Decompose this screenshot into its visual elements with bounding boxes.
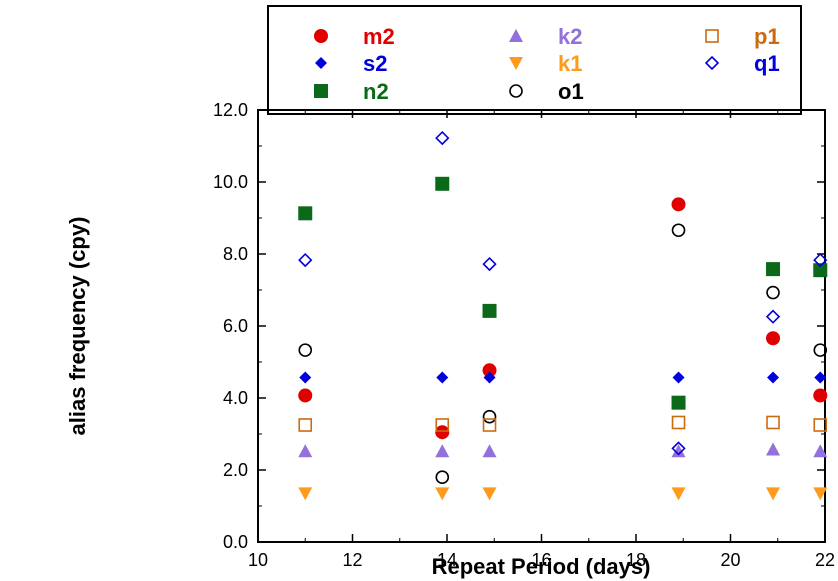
point-s2 [814,371,827,384]
point-n2 [298,206,313,221]
point-m2 [482,363,497,378]
point-s2 [436,371,449,384]
series-q1 [298,130,828,456]
legend-label-k2: k2 [558,24,582,49]
y-tick-label: 6.0 [223,316,248,336]
point-o1 [298,343,313,357]
legend-marker-k1 [509,57,523,70]
point-q1 [813,252,828,268]
plot-border [257,109,826,543]
point-s2 [299,371,312,384]
legend-label-s2: s2 [363,51,387,76]
point-k1 [671,487,686,501]
y-tick-label: 8.0 [223,244,248,264]
x-tick-label: 20 [720,550,740,570]
legend-marker-q1 [704,55,720,71]
point-s2 [672,371,685,384]
point-o1 [482,409,497,424]
legend-label-o1: o1 [558,79,584,104]
axis-ticks: 10 12 14 16 18 20 22 0.0 2.0 4.0 6.0 8.0 10.0 12.0 [213,100,835,570]
point-k1 [813,487,828,501]
point-s2 [767,371,780,384]
point-o1 [435,470,450,485]
point-q1 [482,256,497,272]
point-k1 [766,487,781,501]
point-k2 [671,444,686,458]
point-m2 [766,331,781,346]
legend-label-q1: q1 [754,51,780,76]
plot-area [257,109,826,543]
point-k2 [298,444,313,458]
series-p1 [298,415,828,432]
point-m2 [435,425,450,440]
point-o1 [813,343,828,357]
legend-box [267,5,802,115]
y-tick-label: 12.0 [213,100,248,120]
point-n2 [766,262,781,277]
point-k2 [813,444,828,458]
legend-marker-m2 [314,29,328,43]
legend-marker-p1 [705,29,719,43]
series-s2 [299,371,827,384]
x-tick-label: 10 [248,550,268,570]
point-n2 [813,263,828,278]
point-p1 [766,415,780,430]
point-n2 [482,303,497,318]
point-q1 [671,441,686,456]
x-tick-label: 22 [815,550,835,570]
y-tick-label: 4.0 [223,388,248,408]
point-p1 [813,418,828,432]
point-p1 [298,418,313,432]
point-o1 [671,223,686,238]
y-axis-title: alias frequency (cpy) [65,217,90,436]
y-tick-label: 10.0 [213,172,248,192]
data-points [298,130,828,501]
point-k2 [435,444,450,458]
point-p1 [671,415,686,430]
series-k2 [298,442,828,458]
series-n2 [298,176,828,410]
point-p1 [435,418,450,432]
x-tick-label: 12 [342,550,362,570]
legend-label-p1: p1 [754,24,780,49]
y-tick-label: 0.0 [223,532,248,552]
point-k2 [482,444,497,458]
legend-marker-s2 [315,57,327,69]
point-m2 [671,197,686,212]
point-n2 [435,176,450,191]
point-k1 [482,487,497,501]
legend-marker-n2 [314,84,328,98]
point-k1 [435,487,450,501]
point-m2 [298,388,313,403]
point-k2 [766,442,781,456]
x-tick-label: 16 [531,550,551,570]
point-s2 [483,371,496,384]
series-k1 [298,487,828,501]
legend-marker-k2 [509,29,523,42]
legend-label-m2: m2 [363,24,395,49]
point-q1 [435,130,450,146]
x-tick-label: 14 [437,550,457,570]
point-m2 [813,388,828,403]
point-p1 [482,418,497,432]
point-o1 [766,285,780,300]
x-axis-title: Repeat Period (days) [432,554,651,579]
legend-label-k1: k1 [558,51,582,76]
legend-marker-o1 [509,84,523,98]
series-o1 [298,223,828,485]
x-tick-label: 18 [626,550,646,570]
point-q1 [298,252,313,268]
point-k1 [298,487,313,501]
legend-label-n2: n2 [363,79,389,104]
series-m2 [298,197,828,440]
point-q1 [765,309,781,324]
point-n2 [671,395,686,410]
y-tick-label: 2.0 [223,460,248,480]
